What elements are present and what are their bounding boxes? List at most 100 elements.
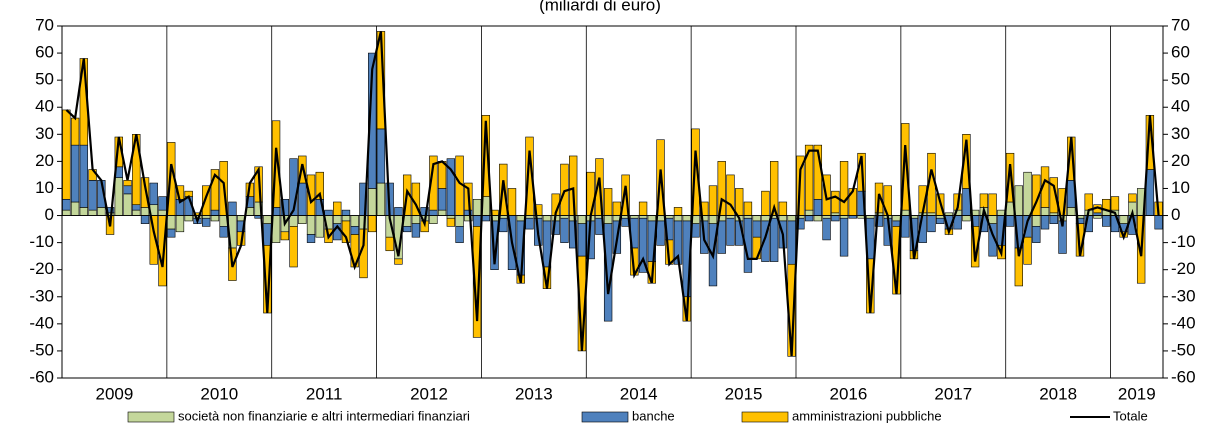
bar-segment bbox=[70, 201, 80, 216]
bar-segment bbox=[88, 209, 97, 216]
bar-segment bbox=[778, 215, 788, 222]
y2-tick-label: 40 bbox=[1171, 97, 1190, 116]
bar-segment bbox=[708, 185, 718, 216]
bar-segment bbox=[341, 209, 351, 216]
bar-segment bbox=[140, 215, 150, 224]
bar-segment bbox=[70, 144, 80, 203]
bar-segment bbox=[62, 198, 71, 211]
bar-segment bbox=[140, 207, 150, 216]
bar-segment bbox=[132, 209, 141, 216]
y2-tick-label: 60 bbox=[1171, 43, 1190, 62]
y2-tick-label: -30 bbox=[1171, 286, 1196, 305]
bar-segment bbox=[368, 215, 377, 233]
bar-segment bbox=[97, 207, 106, 216]
bar-segment bbox=[577, 215, 587, 224]
bar-segment bbox=[158, 209, 167, 216]
bar-segment bbox=[499, 217, 508, 233]
bar-segment bbox=[411, 223, 421, 238]
y2-tick-label: -50 bbox=[1171, 340, 1196, 359]
bar-segment bbox=[1005, 152, 1015, 203]
bar-segment bbox=[901, 123, 910, 211]
y2-tick-label: 10 bbox=[1171, 178, 1190, 197]
legend: società non finanziarie e altri intermed… bbox=[127, 408, 1148, 423]
bar-segment bbox=[202, 217, 211, 227]
bar-segment bbox=[263, 215, 272, 224]
bar-segment bbox=[472, 198, 482, 216]
bar-segment bbox=[385, 236, 394, 252]
bar-segment bbox=[682, 215, 691, 222]
bar-segment bbox=[1040, 215, 1050, 230]
bar-segment bbox=[1093, 212, 1102, 216]
bar-segment bbox=[892, 220, 901, 227]
bar-segment bbox=[804, 215, 814, 222]
bar-segment bbox=[743, 215, 753, 219]
y2-tick-label: 30 bbox=[1171, 124, 1190, 143]
bar-segment bbox=[1005, 215, 1015, 227]
bar-segment bbox=[726, 215, 735, 219]
legend-label: Totale bbox=[1113, 408, 1148, 423]
bar-segment bbox=[446, 215, 456, 219]
bar-segment bbox=[874, 212, 884, 216]
bar-segment bbox=[210, 215, 220, 222]
y-tick-label: 0 bbox=[45, 205, 54, 224]
bar-segment bbox=[787, 220, 796, 265]
total-line bbox=[65, 31, 1160, 357]
bar-segment bbox=[368, 188, 377, 216]
bar-segment bbox=[1032, 215, 1041, 227]
bar-segment bbox=[839, 161, 849, 216]
bar-segment bbox=[603, 215, 613, 224]
bar-segment bbox=[1102, 215, 1111, 227]
bar-segment bbox=[472, 215, 482, 227]
bar-segment bbox=[455, 226, 464, 243]
bar-segment bbox=[394, 258, 403, 265]
y-tick-label: -40 bbox=[29, 313, 54, 332]
y-tick-label: 40 bbox=[35, 97, 54, 116]
bar-segment bbox=[341, 215, 351, 222]
bar-segment bbox=[62, 209, 71, 216]
bar-segment bbox=[376, 128, 386, 184]
bar-segment bbox=[350, 226, 359, 235]
bar-segment bbox=[804, 144, 814, 211]
bar-segment bbox=[175, 215, 185, 233]
bar-segment bbox=[516, 215, 525, 222]
bar-segment bbox=[944, 212, 954, 216]
bar-segment bbox=[577, 223, 587, 257]
bar-segment bbox=[769, 217, 779, 262]
bar-segment bbox=[586, 171, 595, 216]
bar-segment bbox=[411, 215, 421, 224]
bar-segment bbox=[219, 226, 228, 238]
y-tick-label: -60 bbox=[29, 367, 54, 386]
bar-segment bbox=[1119, 215, 1128, 224]
bar-segment bbox=[892, 215, 901, 222]
bar-segment bbox=[228, 201, 237, 216]
bar-segment bbox=[752, 236, 761, 260]
bar-segment bbox=[630, 215, 639, 219]
y-tick-label: -30 bbox=[29, 286, 54, 305]
bar-segment bbox=[289, 215, 298, 227]
bar-segment bbox=[901, 209, 910, 216]
bar-segment bbox=[123, 185, 132, 195]
bar-segment bbox=[140, 177, 150, 208]
legend-label: amministrazioni pubbliche bbox=[792, 408, 942, 423]
bar-segment bbox=[708, 215, 718, 224]
bar-segment bbox=[210, 169, 220, 211]
y-tick-label: 30 bbox=[35, 124, 54, 143]
y-tick-label: 50 bbox=[35, 70, 54, 89]
bar-segment bbox=[446, 217, 456, 227]
bar-segment bbox=[927, 212, 936, 216]
bar-segment bbox=[638, 215, 648, 219]
bar-segment bbox=[796, 217, 805, 230]
bar-segment bbox=[831, 215, 840, 222]
bar-segment bbox=[831, 212, 840, 216]
bar-segment bbox=[979, 193, 989, 208]
y-tick-label: 60 bbox=[35, 43, 54, 62]
x-tick-label: 2013 bbox=[515, 384, 553, 403]
x-tick-label: 2014 bbox=[620, 384, 658, 403]
bar-segment bbox=[123, 193, 132, 216]
bar-segment bbox=[1049, 215, 1058, 224]
bar-segment bbox=[665, 215, 674, 219]
bar-segment bbox=[429, 215, 438, 224]
bar-segment bbox=[726, 217, 735, 246]
bar-segment bbox=[822, 215, 831, 219]
y2-tick-label: 20 bbox=[1171, 151, 1190, 170]
